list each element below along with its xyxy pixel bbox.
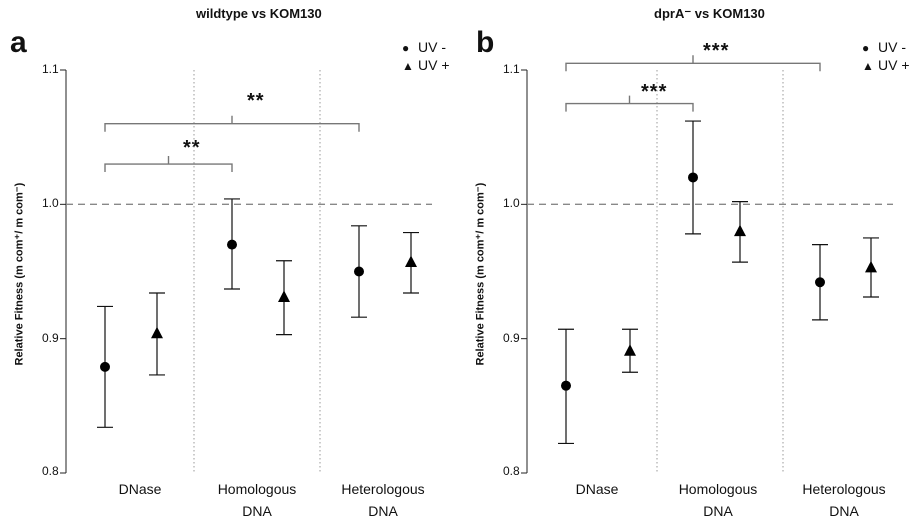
significance-bracket (105, 116, 359, 132)
plot-area (0, 0, 460, 513)
data-point-triangle (734, 225, 746, 237)
chart-panel-b: dprA⁻ vs KOM130 b Relative Fitness (m co… (461, 0, 921, 513)
data-point-triangle (405, 255, 417, 267)
data-point-triangle (278, 290, 290, 302)
significance-bracket (566, 96, 693, 112)
data-point-circle (354, 267, 364, 277)
data-point-triangle (865, 261, 877, 273)
data-point-circle (100, 362, 110, 372)
chart-panel-a: wildtype vs KOM130 a Relative Fitness (m… (0, 0, 460, 513)
significance-bracket (105, 156, 232, 172)
data-point-circle (227, 240, 237, 250)
data-point-circle (815, 277, 825, 287)
plot-area (461, 0, 921, 513)
data-point-circle (688, 172, 698, 182)
data-point-circle (561, 381, 571, 391)
data-point-triangle (151, 327, 163, 339)
significance-bracket (566, 55, 820, 71)
data-point-triangle (624, 344, 636, 356)
